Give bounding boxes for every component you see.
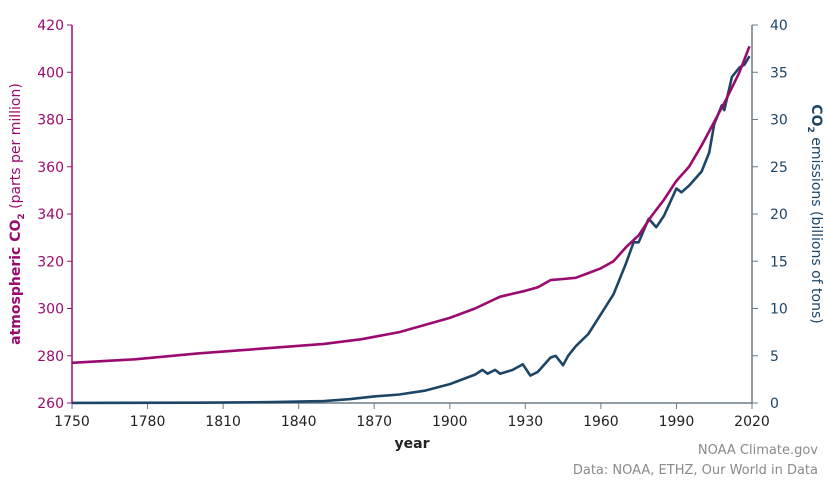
left-tick-label: 340 xyxy=(37,207,64,223)
right-tick-label: 15 xyxy=(770,254,788,270)
right-tick-label: 5 xyxy=(770,349,779,365)
left-tick-label: 400 xyxy=(37,65,64,81)
left-tick-label: 380 xyxy=(37,113,64,129)
x-tick-label: 1930 xyxy=(508,414,544,430)
right-tick-label: 30 xyxy=(770,113,788,129)
left-tick-label: 260 xyxy=(37,396,64,412)
left-tick-label: 320 xyxy=(37,254,64,270)
x-tick-label: 1990 xyxy=(659,414,695,430)
right-tick-label: 25 xyxy=(770,160,788,176)
credit-line-2: Data: NOAA, ETHZ, Our World in Data xyxy=(573,463,818,478)
x-tick-label: 1810 xyxy=(205,414,241,430)
right-tick-label: 20 xyxy=(770,207,788,223)
left-tick-label: 420 xyxy=(37,18,64,34)
x-tick-label: 1870 xyxy=(356,414,392,430)
left-tick-label: 300 xyxy=(37,302,64,318)
x-axis-label: year xyxy=(395,436,430,452)
left-axis-label: atmospheric CO2 (parts per million) xyxy=(8,83,27,345)
co2-ppm-line xyxy=(71,45,751,365)
x-tick-label: 1750 xyxy=(54,414,90,430)
x-tick-label: 1960 xyxy=(583,414,619,430)
left-tick-label: 280 xyxy=(37,349,64,365)
right-axis-label: CO2 emissions (billions of tons) xyxy=(805,104,824,323)
x-tick-label: 1780 xyxy=(130,414,166,430)
left-tick-label: 360 xyxy=(37,160,64,176)
right-tick-label: 40 xyxy=(770,18,788,34)
x-tick-label: 1900 xyxy=(432,414,468,430)
right-tick-label: 0 xyxy=(770,396,779,412)
emissions-line xyxy=(71,55,751,405)
credit-line-1: NOAA Climate.gov xyxy=(698,443,818,458)
x-tick-label: 1840 xyxy=(281,414,317,430)
x-tick-label: 2020 xyxy=(734,414,770,430)
right-tick-label: 35 xyxy=(770,65,788,81)
right-tick-label: 10 xyxy=(770,302,788,318)
